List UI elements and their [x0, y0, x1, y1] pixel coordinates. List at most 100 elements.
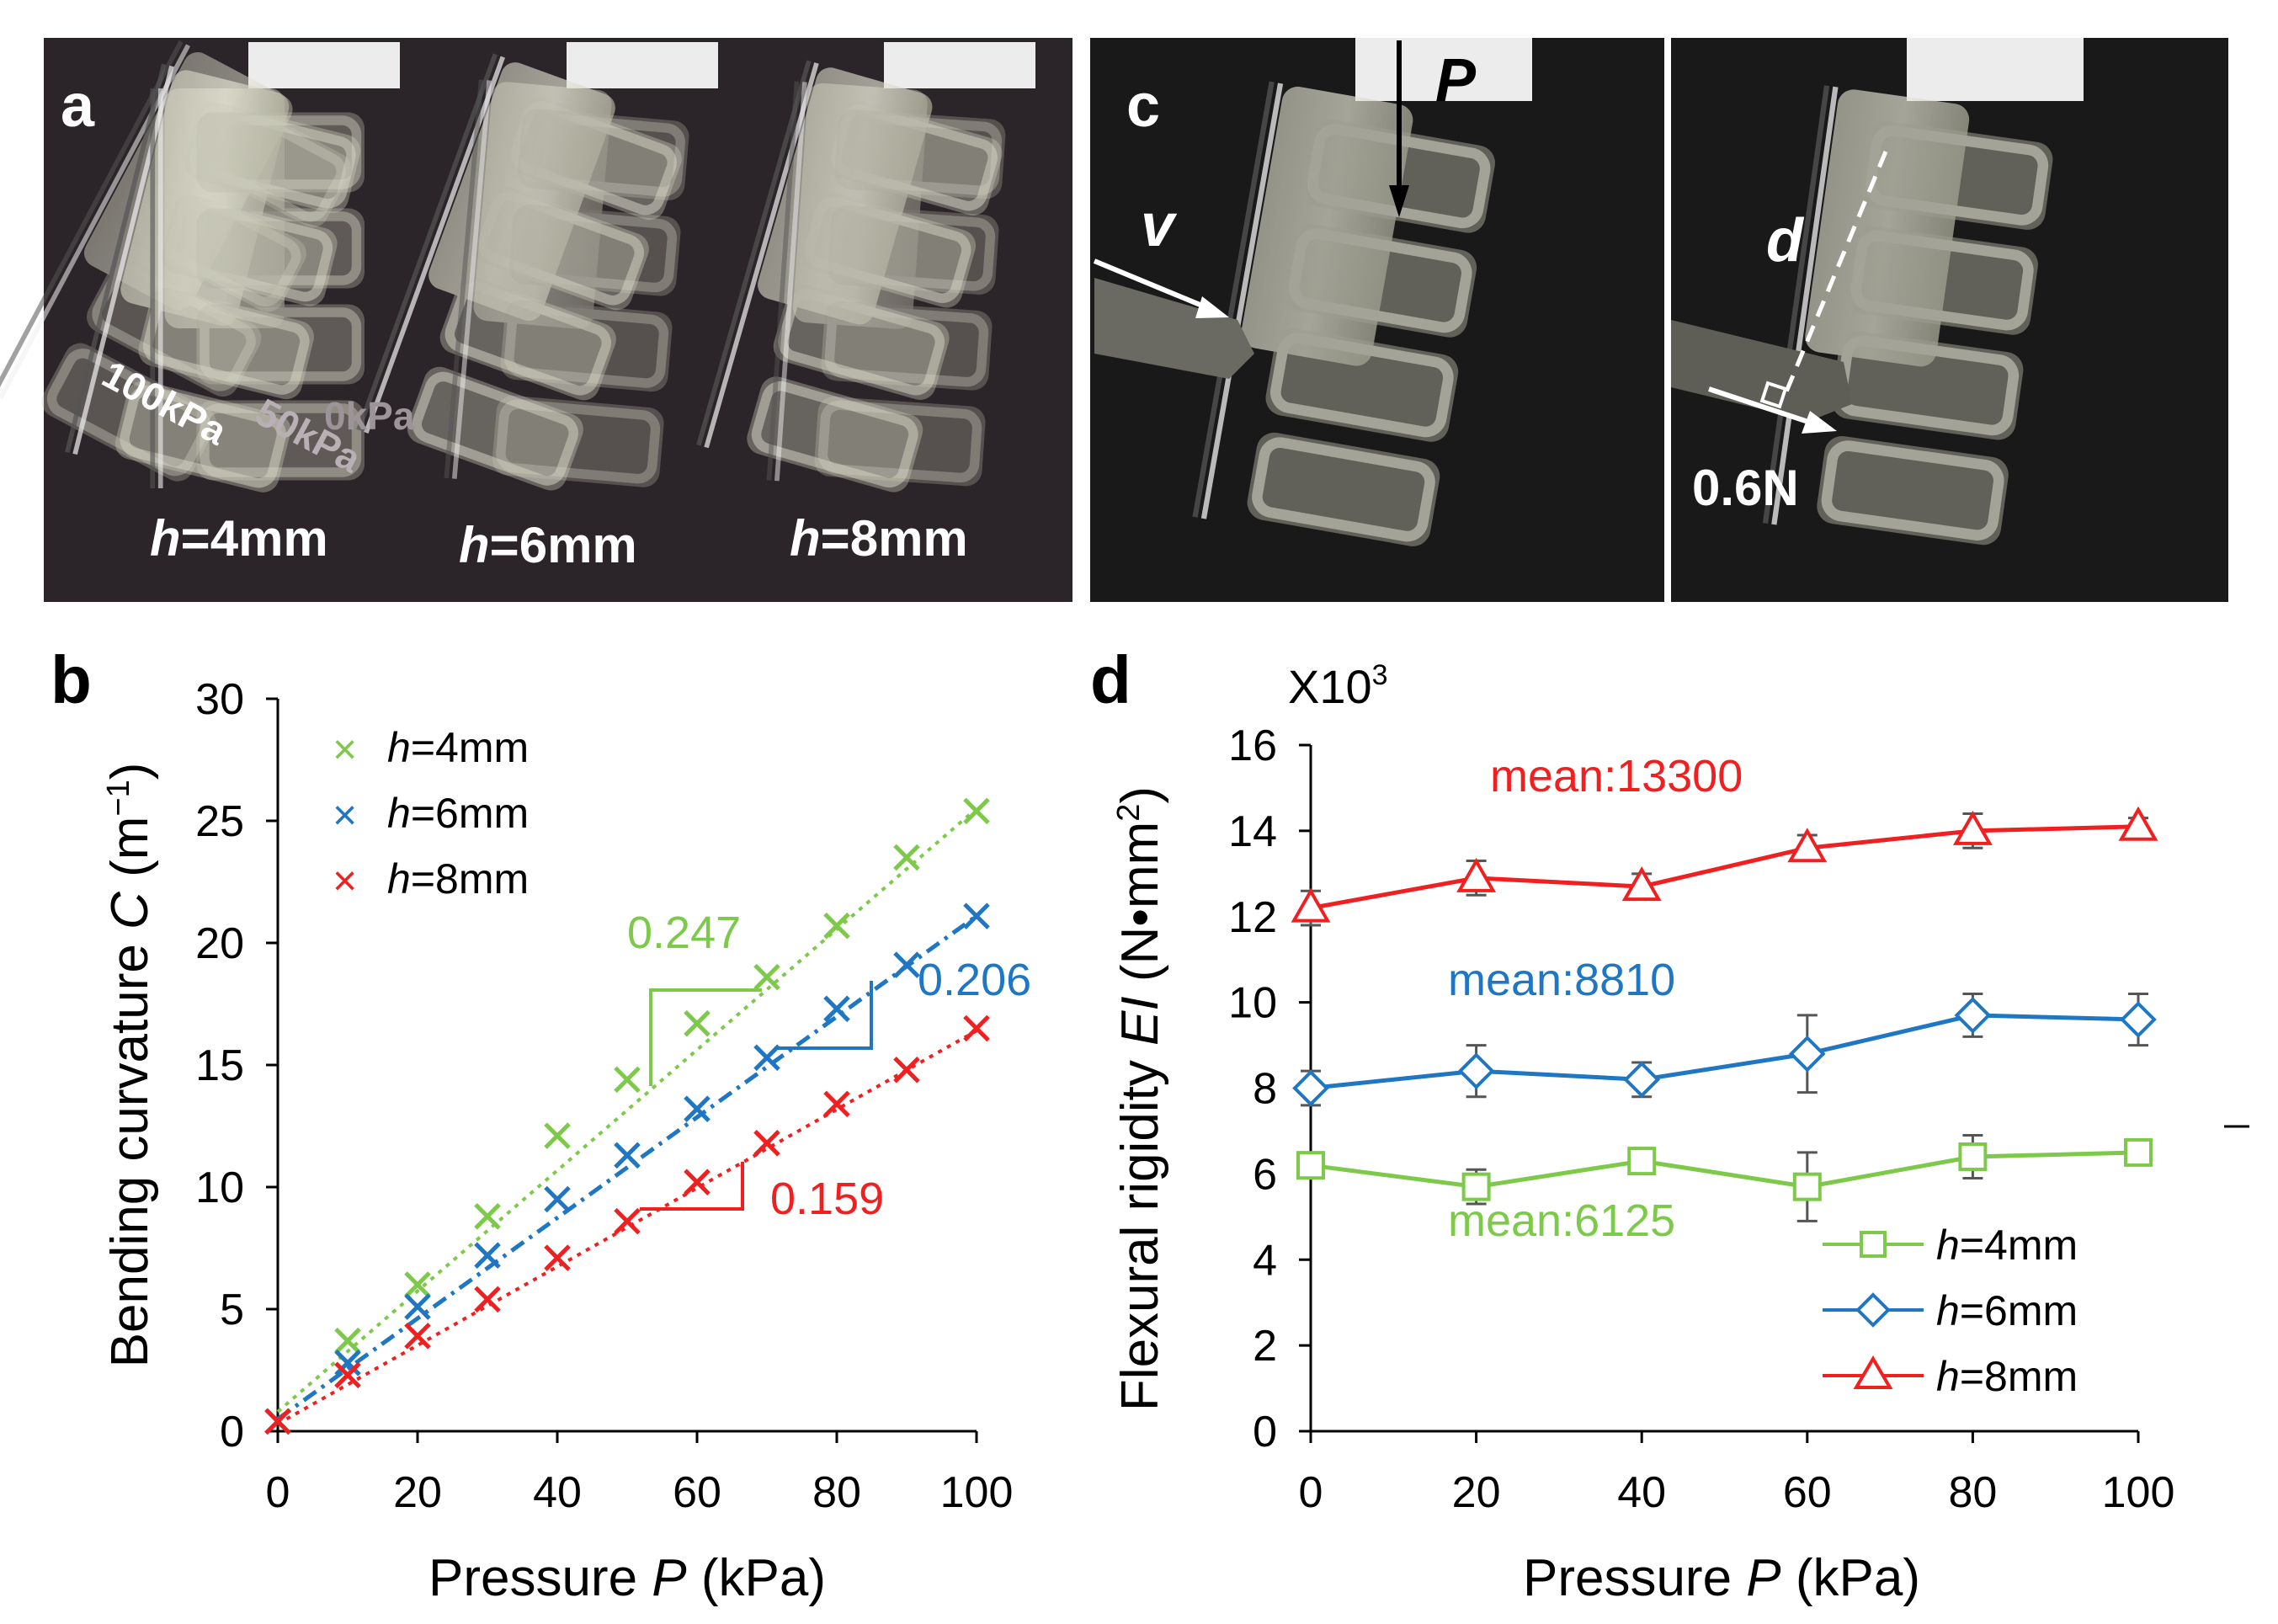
series-6mm: [1292, 992, 2157, 1107]
data-point-stroke: [614, 1066, 641, 1094]
data-point-stroke: [474, 1242, 501, 1269]
y-tick-label: 30: [195, 675, 244, 724]
data-point: [404, 1323, 431, 1350]
data-point-stroke: [544, 1185, 571, 1213]
data-point-stroke: [404, 1293, 431, 1320]
chart-b-y-label: Bending curvature C (m−1): [101, 763, 159, 1368]
chart-b-fit-lines: [276, 807, 978, 1426]
force-arrow: [1708, 386, 1819, 428]
data-point-stroke: [823, 912, 850, 940]
chart-d-x-ticks: 0 20 40 60 80 100: [1299, 1431, 2175, 1517]
data-point: [753, 1130, 780, 1157]
chart-d-y-label: Flexural rigidity EI (N•mm2): [1111, 786, 1169, 1411]
force-p-arrowhead: [1389, 185, 1409, 217]
x-tick-label: 100: [2102, 1468, 2175, 1517]
chart-d-multiplier: X103: [1288, 659, 1388, 713]
y-tick-label: 0: [220, 1408, 244, 1456]
probe-1: [1094, 278, 1254, 379]
legend-marker-h6: ×: [333, 791, 357, 839]
data-point-stroke: [893, 1057, 920, 1084]
legend-label-h8: h=8mm: [387, 855, 529, 903]
data-point: [474, 1286, 501, 1313]
panel-b-letter: b: [51, 642, 92, 717]
y-tick-label: 14: [1228, 807, 1277, 856]
slope-triangle-h4: [649, 988, 762, 1086]
chart-d-x-label: Pressure P (kPa): [1523, 1549, 1920, 1607]
chart-d: X103 0 2 4 6 8 10 12 14 16 0 20 40 60 80 100 mean:133…: [1111, 659, 2249, 1607]
data-point-stroke: [753, 963, 780, 991]
data-point: [893, 1057, 920, 1084]
data-point: [684, 1169, 711, 1195]
y-tick-label: 2: [1253, 1322, 1277, 1371]
legend-label-h6: h=6mm: [387, 790, 529, 837]
velocity-arrow: [1093, 258, 1214, 312]
data-point: [474, 1242, 501, 1269]
y-tick-label: 0: [1253, 1408, 1277, 1456]
data-point: [963, 903, 990, 929]
square-marker: [2124, 1137, 2153, 1167]
x-tick-label: 100: [940, 1468, 1014, 1517]
probe-2: [1671, 320, 1852, 421]
data-point: [334, 1327, 361, 1355]
chart-d-y-ticks: 0 2 4 6 8 10 12 14 16: [1228, 721, 1311, 1456]
mount-c1: [1355, 38, 1532, 101]
square-marker: [1461, 1172, 1491, 1201]
data-point-stroke: [614, 1142, 641, 1169]
series-4mm: [1296, 1134, 2153, 1222]
slope-label-h4: 0.247: [627, 908, 741, 958]
slope-label-h6: 0.206: [918, 955, 1031, 1005]
data-point: [614, 1142, 641, 1169]
y-tick-label: 16: [1228, 721, 1277, 770]
slope-triangle-h8: [640, 1162, 744, 1211]
slope-label-h8: 0.159: [770, 1174, 884, 1224]
square-marker: [1792, 1172, 1822, 1201]
force-arrowhead: [1802, 411, 1837, 434]
series-8mm: [1291, 806, 2158, 927]
series-line: [1310, 824, 2139, 911]
data-point: [963, 1014, 990, 1042]
y-tick-label: 10: [195, 1163, 244, 1212]
triangle-marker: [1291, 887, 1331, 923]
data-point: [544, 1244, 571, 1271]
mean-label-h4: mean:6125: [1448, 1195, 1675, 1246]
chart-b-points: [264, 797, 990, 1435]
pressure-label-0: 0kPa: [324, 394, 415, 438]
legend-d-label-h8: h=8mm: [1936, 1353, 2078, 1400]
legend-label-h4: h=4mm: [387, 724, 529, 771]
y-tick-label: 25: [195, 797, 244, 846]
x-tick-label: 60: [1783, 1468, 1832, 1517]
fit-line-6mm: [276, 914, 978, 1421]
data-point-stroke: [684, 1009, 711, 1037]
x-tick-label: 40: [1617, 1468, 1666, 1517]
data-point: [684, 1095, 711, 1122]
triangle-marker: [1621, 866, 1662, 902]
data-point: [963, 797, 990, 825]
force-value-label: 0.6N: [1692, 460, 1799, 516]
mount-1: [248, 42, 400, 88]
y-tick-label: 12: [1228, 893, 1277, 942]
data-point-stroke: [614, 1207, 641, 1235]
chart-b-slope-triangles: 0.247 0.206 0.159: [627, 908, 1031, 1224]
velocity-label: v: [1141, 192, 1178, 259]
y-tick-label: 5: [220, 1286, 244, 1334]
y-tick-label: 10: [1228, 979, 1277, 1028]
x-tick-label: 0: [266, 1468, 290, 1517]
data-point-stroke: [753, 1044, 780, 1072]
data-point: [823, 912, 850, 940]
data-point: [753, 963, 780, 991]
data-point-stroke: [963, 1014, 990, 1042]
data-point: [614, 1066, 641, 1094]
panel-d-letter: d: [1090, 642, 1131, 717]
data-point-stroke: [544, 1244, 571, 1271]
x-tick-label: 60: [673, 1468, 721, 1517]
triangle-marker: [2118, 806, 2158, 841]
square-marker: [1627, 1147, 1657, 1176]
data-point: [404, 1293, 431, 1320]
slope-triangle-h6: [774, 981, 873, 1050]
data-point-stroke: [893, 951, 920, 978]
chart-b-legend: × h=4mm × h=6mm × h=8mm: [333, 724, 529, 904]
mean-label-h8: mean:13300: [1490, 751, 1743, 801]
velocity-arrowhead: [1195, 296, 1229, 318]
mount-c2: [1907, 38, 2084, 101]
